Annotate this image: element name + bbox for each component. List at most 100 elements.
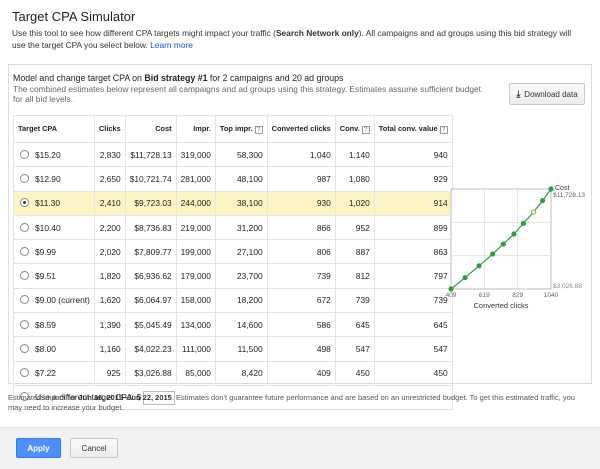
chart-point — [476, 263, 482, 269]
cell-top: 14,600 — [214, 312, 268, 338]
cell-cost: $5,045.49 — [124, 312, 177, 338]
table-row[interactable]: $8.00 1,160 $4,022.23 111,000 11,500 498 547 54… — [13, 336, 453, 362]
cell-clicks: 2,020 — [93, 239, 126, 265]
cell-impr: 219,000 — [175, 214, 216, 241]
col-converted-clicks: Converted clicks — [266, 115, 336, 143]
cell-cost: $11,728.13 — [124, 141, 177, 168]
cell-impr: 85,000 — [175, 360, 216, 386]
cell-conv: 1,080 — [334, 166, 375, 192]
cpa-radio[interactable] — [20, 271, 29, 281]
col-top-impr: Top impr.? — [214, 115, 268, 143]
cell-top: 18,200 — [214, 287, 268, 314]
cpa-radio[interactable] — [20, 246, 29, 256]
cell-target-cpa: $9.00 (current) — [13, 287, 95, 314]
cell-conv: 450 — [334, 360, 375, 386]
cell-clicks: 2,410 — [93, 190, 126, 216]
cpa-radio[interactable] — [20, 391, 29, 401]
help-icon[interactable]: ? — [439, 125, 448, 134]
dialog-title: Target CPA Simulator — [12, 9, 136, 24]
cell-conv: 547 — [334, 336, 375, 362]
cell-top: 11,500 — [214, 336, 268, 362]
table-row[interactable]: $9.00 (current) 1,620 $6,064.97 158,000 18,2… — [13, 287, 453, 314]
cpa-radio[interactable] — [20, 319, 29, 329]
cell-cost: $10,721.74 — [124, 166, 177, 192]
cpa-radio[interactable] — [20, 295, 29, 305]
table-row[interactable]: $7.22 925 $3,026.88 85,000 8,420 409 450 450 — [13, 360, 453, 386]
cell-top: 27,100 — [214, 239, 268, 265]
cell-target-cpa: $8.00 — [13, 336, 95, 362]
table-row[interactable]: $15.20 2,830 $11,728.13 319,000 58,300 1,040 1… — [13, 141, 453, 168]
cell-value: 547 — [373, 336, 453, 362]
chart-y-tick-label: $11,728.13 — [553, 192, 585, 199]
cell-cc: 498 — [266, 336, 336, 362]
cell-value: 645 — [373, 312, 453, 338]
cancel-button[interactable]: Cancel — [70, 438, 118, 458]
chart-point — [490, 251, 496, 257]
col-total-conv-value: Total conv. value? — [373, 115, 453, 143]
col-impr: Impr. — [175, 115, 216, 143]
cell-cost: $6,064.97 — [124, 287, 177, 314]
table-header-row: Target CPA Clicks Cost Impr. Top impr.? … — [13, 115, 453, 143]
chart-point — [548, 186, 554, 192]
cell-impr: 281,000 — [175, 166, 216, 192]
cell-value: 940 — [373, 141, 453, 168]
simulator-panel: Model and change target CPA on Bid strat… — [8, 64, 592, 411]
cell-value: 739 — [373, 287, 453, 314]
chart-x-tick-label: 409 — [446, 292, 457, 299]
cell-conv: 812 — [334, 263, 375, 289]
date-range: Jun 16, 2015–Jun 22, 2015 — [78, 393, 172, 402]
other-cpa-label: Use a different target CPA: $ — [35, 391, 142, 402]
chart-x-axis-label: Converted clicks — [473, 301, 528, 310]
table-row[interactable]: $9.51 1,820 $6,936.62 179,000 23,700 739 812 79… — [13, 263, 453, 289]
cell-target-cpa: $11.30 — [13, 190, 95, 216]
cpa-radio[interactable] — [20, 198, 29, 208]
cell-impr: 319,000 — [175, 141, 216, 168]
chart-point-selected — [530, 209, 537, 215]
cpa-radio[interactable] — [20, 368, 29, 378]
cell-target-cpa: $12.90 — [13, 166, 95, 192]
learn-more-link[interactable]: Learn more — [150, 39, 193, 50]
apply-button[interactable]: Apply — [16, 438, 61, 458]
download-icon: ⤓ — [516, 88, 521, 99]
cell-cc: 1,040 — [266, 141, 336, 168]
cell-value: 450 — [373, 360, 453, 386]
help-icon[interactable]: ? — [254, 125, 263, 134]
download-data-button[interactable]: ⤓ Download data — [509, 83, 585, 105]
cpa-radio[interactable] — [20, 149, 29, 159]
cell-cc: 586 — [266, 312, 336, 338]
chart-point — [448, 286, 454, 292]
cell-cc: 806 — [266, 239, 336, 265]
cpa-radio[interactable] — [20, 222, 29, 232]
simulation-table: Target CPA Clicks Cost Impr. Top impr.? … — [13, 115, 453, 411]
cell-cost: $7,809.77 — [124, 239, 177, 265]
chart-point — [540, 197, 546, 204]
cpa-radio[interactable] — [20, 173, 29, 183]
cell-clicks: 1,160 — [93, 336, 126, 362]
custom-cpa-input[interactable] — [143, 390, 176, 405]
cell-top: 23,700 — [214, 263, 268, 289]
table-row[interactable]: $10.40 2,200 $8,736.83 219,000 31,200 866 952 8… — [13, 214, 453, 241]
cpa-radio[interactable] — [20, 344, 29, 354]
chart-y-tick-label: $3,026.88 — [553, 283, 582, 290]
cell-clicks: 925 — [93, 360, 126, 386]
cell-impr: 179,000 — [175, 263, 216, 289]
panel-header: Model and change target CPA on Bid strat… — [13, 73, 482, 104]
table-row[interactable]: $9.99 2,020 $7,809.77 199,000 27,100 806 887 86… — [13, 239, 453, 265]
cell-clicks: 1,620 — [93, 287, 126, 314]
col-conv: Conv.? — [334, 115, 375, 143]
table-row[interactable]: $8.59 1,390 $5,045.49 134,000 14,600 586 645 64… — [13, 312, 453, 338]
table-row[interactable]: $11.30 2,410 $9,723.03 244,000 38,100 930 1,02… — [13, 190, 453, 216]
table-row-other-cpa[interactable]: Use a different target CPA: $ — [13, 384, 453, 411]
help-icon[interactable]: ? — [361, 125, 370, 134]
cell-top: 8,420 — [214, 360, 268, 386]
cell-cc: 930 — [266, 190, 336, 216]
cell-cost: $6,936.62 — [124, 263, 177, 289]
intro-text: Use this tool to see how different CPA t… — [12, 28, 572, 50]
cell-target-cpa: $15.20 — [13, 141, 95, 168]
cell-impr: 134,000 — [175, 312, 216, 338]
chart-point — [520, 220, 527, 226]
chart-point — [500, 241, 506, 247]
cell-impr: 244,000 — [175, 190, 216, 216]
cell-top: 48,100 — [214, 166, 268, 192]
table-row[interactable]: $12.90 2,650 $10,721.74 281,000 48,100 987 1,0… — [13, 166, 453, 192]
